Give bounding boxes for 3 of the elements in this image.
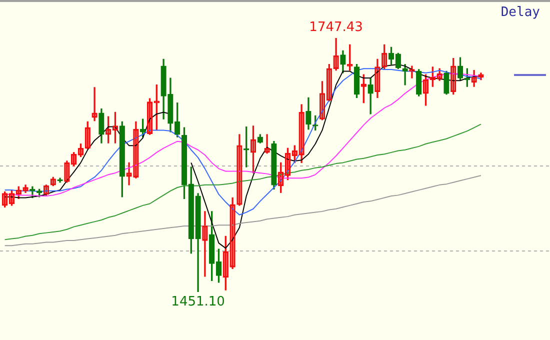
annotation: 1747.43 [309, 20, 363, 36]
text: Delay [500, 4, 540, 20]
annotation: 1451.10 [171, 294, 225, 310]
